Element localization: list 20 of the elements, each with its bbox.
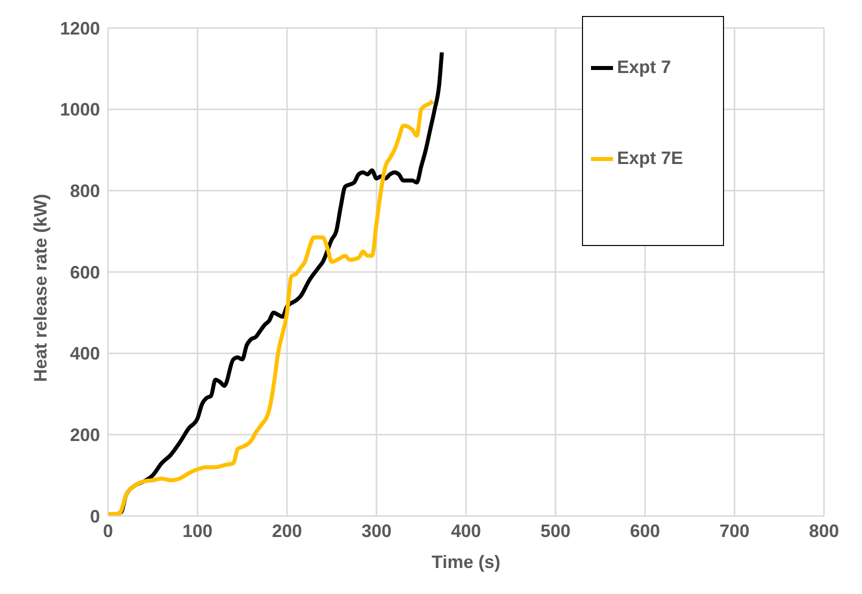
x-tick-label: 300 xyxy=(361,520,392,541)
y-tick-label: 1000 xyxy=(60,100,100,120)
y-tick-label: 1200 xyxy=(60,18,100,38)
legend-label: Expt 7E xyxy=(617,148,684,169)
x-tick-label: 200 xyxy=(272,520,302,541)
x-tick-label: 500 xyxy=(540,520,571,541)
x-tick-label: 600 xyxy=(630,520,660,541)
x-tick-label: 100 xyxy=(182,520,213,541)
y-tick-label: 800 xyxy=(70,181,100,202)
y-tick-label: 400 xyxy=(70,344,100,364)
y-tick-label: 200 xyxy=(70,425,100,446)
y-tick-label: 600 xyxy=(70,262,100,282)
x-tick-label: 0 xyxy=(102,520,114,541)
x-tick-label: 800 xyxy=(808,520,840,541)
x-axis-title: Time (s) xyxy=(432,552,500,572)
y-axis-title: Heat release rate (kW) xyxy=(30,194,50,382)
y-tick-label: 0 xyxy=(90,506,100,526)
x-tick-label: 700 xyxy=(719,520,750,541)
legend-label: Expt 7 xyxy=(617,57,672,78)
x-tick-label: 400 xyxy=(450,520,482,541)
